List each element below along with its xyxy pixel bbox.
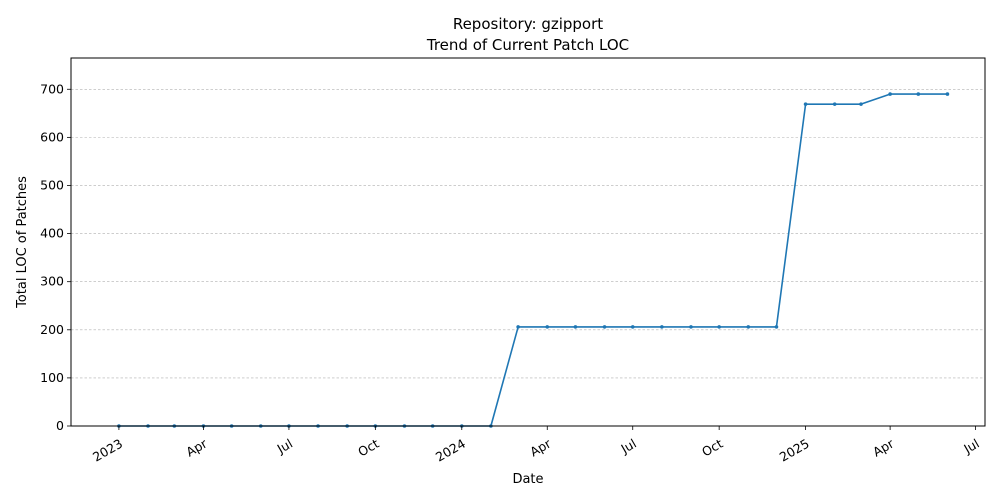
x-tick-label: 2023: [90, 436, 125, 465]
series-polyline: [118, 93, 948, 427]
data-point: [602, 325, 607, 329]
x-tick-label: Jul: [274, 436, 295, 457]
data-point: [832, 102, 837, 106]
y-tick-label: 100: [40, 370, 64, 385]
x-tick-label: 2025: [777, 436, 812, 465]
y-axis-ticks: 0 100 200 300 400 500 600 700: [40, 81, 71, 433]
y-axis-label: Total LOC of Patches: [15, 176, 30, 309]
x-tick-label: Oct: [355, 436, 381, 460]
data-point: [803, 102, 808, 106]
y-tick-label: 300: [40, 274, 64, 289]
data-point: [545, 325, 550, 329]
y-tick-label: 200: [40, 322, 64, 337]
chart-title-line2: Trend of Current Patch LOC: [426, 36, 629, 54]
y-tick-label: 700: [40, 81, 64, 96]
data-point: [888, 92, 892, 96]
plot-area-frame: [70, 57, 986, 427]
data-point: [717, 325, 721, 329]
chart-title-line1: Repository: gzipport: [453, 15, 603, 33]
x-tick-label: Apr: [870, 435, 897, 459]
data-point: [945, 92, 950, 96]
data-point: [774, 325, 779, 329]
grid-lines: [71, 88, 985, 427]
x-tick-label: Oct: [699, 436, 725, 460]
x-tick-label: Jul: [617, 436, 638, 457]
data-point: [689, 325, 693, 329]
data-point: [746, 325, 751, 329]
data-point: [916, 92, 921, 96]
x-axis-label: Date: [512, 472, 543, 487]
y-tick-label: 500: [40, 177, 64, 192]
y-tick-label: 0: [56, 418, 64, 433]
x-tick-label: Apr: [183, 435, 210, 459]
data-point: [516, 325, 520, 329]
x-tick-label: 2024: [433, 436, 468, 465]
y-tick-label: 600: [40, 129, 64, 144]
data-point: [630, 325, 635, 329]
y-tick-label: 400: [40, 226, 64, 241]
series-line: [118, 93, 948, 427]
x-tick-label: Apr: [527, 435, 554, 459]
data-point: [660, 325, 664, 329]
x-axis-ticks: 2023 Apr Jul Oct 2024 Apr Jul Oct 2025 Apr Jul: [90, 426, 982, 465]
data-point: [859, 102, 863, 106]
x-tick-label: Jul: [960, 436, 981, 457]
series-markers: [117, 92, 950, 428]
data-point: [573, 325, 578, 329]
